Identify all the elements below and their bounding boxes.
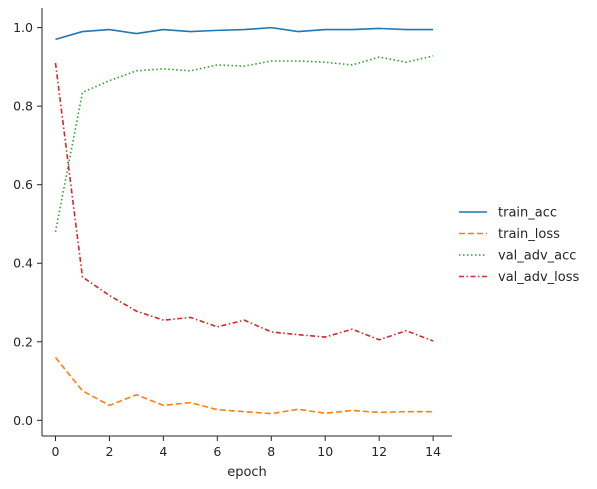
x-axis-ticks: 0 2 4 6 8 10 12 14 (52, 436, 441, 459)
data-point-train-loss (270, 413, 272, 415)
legend-label-train-acc: train_acc (498, 206, 557, 221)
x-tick-label: 2 (105, 444, 113, 459)
legend-label-train-loss: train_loss (498, 227, 560, 242)
data-point-val-adv-acc (163, 68, 165, 70)
data-point-val-adv-loss (82, 276, 84, 278)
legend-label-val-adv-loss: val_adv_loss (498, 270, 580, 285)
data-point-train-loss (163, 405, 165, 407)
x-tick-label: 0 (52, 444, 60, 459)
data-point-val-adv-acc (55, 231, 57, 233)
y-tick-label: 0.2 (13, 334, 33, 349)
data-point-val-adv-loss (432, 340, 434, 342)
data-point-val-adv-loss (405, 330, 407, 332)
data-point-train-loss (378, 412, 380, 414)
data-point-train-acc (163, 29, 165, 31)
y-tick-label: 0.8 (13, 99, 33, 114)
data-point-train-acc (136, 33, 138, 35)
data-point-val-adv-acc (217, 64, 219, 66)
data-point-train-acc (190, 31, 192, 33)
series-line-val-adv-loss (54, 62, 434, 342)
data-point-train-acc (432, 29, 434, 31)
data-point-train-acc (405, 29, 407, 31)
data-point-train-loss (55, 357, 57, 359)
data-point-train-loss (244, 411, 246, 413)
data-point-train-acc (297, 31, 299, 33)
data-point-train-acc (55, 39, 57, 41)
data-point-train-loss (190, 402, 192, 404)
data-point-val-adv-acc (378, 56, 380, 58)
data-point-train-acc (351, 29, 353, 31)
x-tick-label: 12 (371, 444, 387, 459)
data-point-val-adv-loss (324, 336, 326, 338)
y-tick-label: 0.6 (13, 177, 33, 192)
y-axis-ticks: 0.0 0.2 0.4 0.6 0.8 1.0 (13, 20, 42, 428)
data-point-train-acc (109, 29, 111, 31)
data-point-train-loss (82, 390, 84, 392)
data-point-train-acc (270, 27, 272, 29)
data-point-val-adv-acc (297, 60, 299, 62)
data-point-train-loss (432, 411, 434, 413)
data-point-val-adv-acc (109, 80, 111, 82)
data-point-train-acc (82, 31, 84, 33)
legend: train_acc train_loss val_adv_acc val_adv_lo… (459, 206, 580, 285)
x-axis-label: epoch (227, 465, 267, 480)
data-point-val-adv-acc (82, 92, 84, 94)
legend-label-val-adv-acc: val_adv_acc (498, 249, 576, 264)
x-tick-label: 6 (213, 444, 221, 459)
data-point-train-loss (405, 411, 407, 413)
data-point-val-adv-acc (190, 70, 192, 72)
data-point-val-adv-loss (190, 317, 192, 319)
data-point-val-adv-acc (405, 61, 407, 63)
data-point-val-adv-loss (244, 319, 246, 321)
data-point-val-adv-loss (163, 319, 165, 321)
data-point-train-loss (324, 412, 326, 414)
data-point-val-adv-acc (351, 64, 353, 66)
data-point-val-adv-loss (378, 339, 380, 341)
series-line-val-adv-acc (54, 55, 434, 232)
x-tick-label: 14 (425, 444, 441, 459)
data-point-train-acc (324, 29, 326, 31)
y-tick-label: 1.0 (13, 20, 33, 35)
data-point-val-adv-loss (351, 328, 353, 330)
data-point-train-acc (378, 28, 380, 30)
data-point-val-adv-acc (432, 55, 434, 57)
series-line-train-loss (54, 356, 434, 415)
data-point-val-adv-acc (136, 70, 138, 72)
data-point-train-loss (136, 394, 138, 396)
series-line-train-acc (55, 26, 434, 41)
series-layer (54, 26, 434, 415)
data-point-val-adv-acc (244, 65, 246, 67)
data-point-val-adv-acc (270, 60, 272, 62)
x-tick-label: 8 (267, 444, 275, 459)
data-point-val-adv-loss (55, 62, 57, 64)
y-tick-label: 0.0 (13, 413, 33, 428)
x-tick-label: 10 (317, 444, 333, 459)
data-point-train-loss (109, 405, 111, 407)
data-point-val-adv-loss (270, 331, 272, 333)
data-point-train-acc (244, 29, 246, 31)
data-point-val-adv-loss (297, 334, 299, 336)
data-point-val-adv-acc (324, 61, 326, 63)
data-point-train-loss (351, 410, 353, 412)
x-tick-label: 4 (159, 444, 167, 459)
data-point-val-adv-loss (217, 326, 219, 328)
y-tick-label: 0.4 (13, 256, 33, 271)
data-point-val-adv-loss (109, 295, 111, 297)
data-point-train-acc (217, 30, 219, 32)
data-point-val-adv-loss (136, 310, 138, 312)
data-point-train-loss (297, 408, 299, 410)
data-point-train-loss (217, 409, 219, 411)
